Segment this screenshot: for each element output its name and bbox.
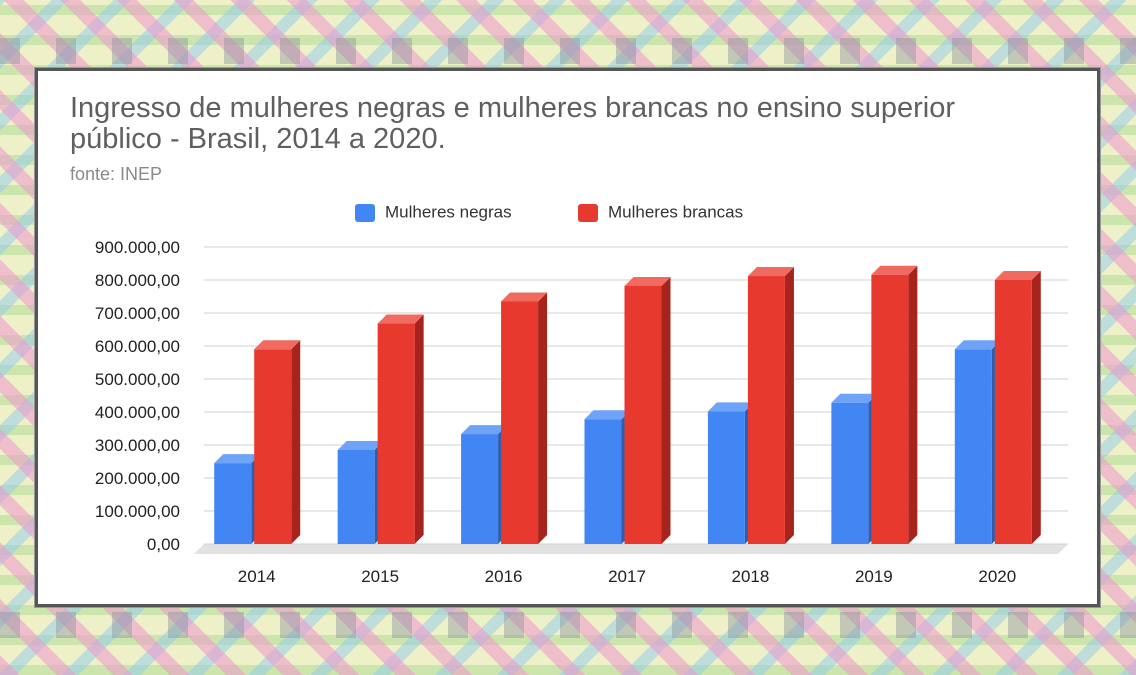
y-tick-label: 400.000,00	[95, 403, 180, 422]
bar-brancas-2020	[994, 280, 1032, 544]
bar-top-negras	[584, 410, 631, 420]
bar-brancas-2019	[871, 274, 909, 544]
bar-top-brancas	[254, 340, 301, 350]
bar-side-brancas	[661, 276, 671, 544]
legend-item-negras: Mulheres negras	[355, 202, 512, 222]
bar-side-brancas	[784, 267, 794, 544]
legend-swatch-brancas	[578, 203, 598, 222]
bar-negras-2020	[954, 349, 992, 544]
bar-negras-2017	[584, 419, 622, 544]
bar-side-brancas	[291, 340, 301, 544]
bar-negras-2016	[461, 434, 499, 544]
x-tick-label: 2019	[855, 567, 893, 586]
bar-side-brancas	[908, 265, 918, 544]
background-pattern-band-top	[0, 38, 1136, 64]
bar-top-brancas	[377, 314, 424, 324]
bar-side-brancas	[1031, 271, 1041, 544]
x-tick-label: 2014	[238, 567, 276, 586]
y-tick-label: 100.000,00	[95, 502, 180, 521]
bar-top-negras	[707, 402, 754, 412]
legend-label-brancas: Mulheres brancas	[608, 202, 744, 222]
x-tick-label: 2018	[732, 567, 770, 586]
chart-title: Ingresso de mulheres negras e mulheres b…	[70, 92, 955, 155]
bar-brancas-2014	[254, 349, 292, 544]
bar-chart: 0,00 100.000,00 200.000,00 300.000,00 400.00…	[95, 238, 1068, 586]
chart-source: fonte: INEP	[70, 164, 163, 184]
y-tick-label: 500.000,00	[95, 370, 180, 389]
bar-top-brancas	[994, 271, 1041, 280]
bar-top-negras	[954, 340, 1001, 350]
bar-negras-2018	[707, 411, 745, 544]
y-tick-label: 800.000,00	[95, 271, 180, 290]
bar-negras-2015	[337, 449, 375, 544]
bar-brancas-2015	[377, 323, 415, 544]
bar-negras-2019	[831, 402, 869, 544]
x-tick-label: 2016	[485, 567, 523, 586]
y-tick-label: 600.000,00	[95, 337, 180, 356]
bar-brancas-2018	[747, 276, 785, 544]
legend-swatch-negras	[355, 203, 375, 222]
bar-top-brancas	[624, 276, 671, 286]
chart-floor	[194, 544, 1068, 554]
x-tick-label: 2020	[978, 567, 1016, 586]
y-tick-label: 700.000,00	[95, 304, 180, 323]
background-pattern-band-bottom	[0, 612, 1136, 638]
bar-top-brancas	[747, 267, 794, 277]
bar-negras-2014	[214, 463, 252, 544]
y-tick-label: 300.000,00	[95, 436, 180, 455]
y-tick-label: 200.000,00	[95, 469, 180, 488]
x-tick-label: 2017	[608, 567, 646, 586]
bar-top-negras	[461, 425, 508, 435]
y-tick-label: 900.000,00	[95, 238, 180, 257]
bar-side-brancas	[414, 314, 424, 544]
y-tick-label: 0,00	[147, 535, 180, 554]
bar-top-brancas	[501, 292, 548, 302]
bar-brancas-2016	[501, 301, 539, 544]
bar-top-negras	[831, 393, 878, 403]
x-tick-label: 2015	[361, 567, 399, 586]
bar-side-brancas	[538, 292, 548, 544]
bar-top-negras	[337, 440, 384, 450]
legend-item-brancas: Mulheres brancas	[578, 202, 743, 222]
bar-brancas-2017	[624, 285, 662, 544]
chart-card: Ingresso de mulheres negras e mulheres b…	[35, 68, 1100, 607]
bar-top-brancas	[871, 265, 918, 275]
legend-label-negras: Mulheres negras	[385, 202, 512, 222]
bar-top-negras	[214, 454, 261, 464]
